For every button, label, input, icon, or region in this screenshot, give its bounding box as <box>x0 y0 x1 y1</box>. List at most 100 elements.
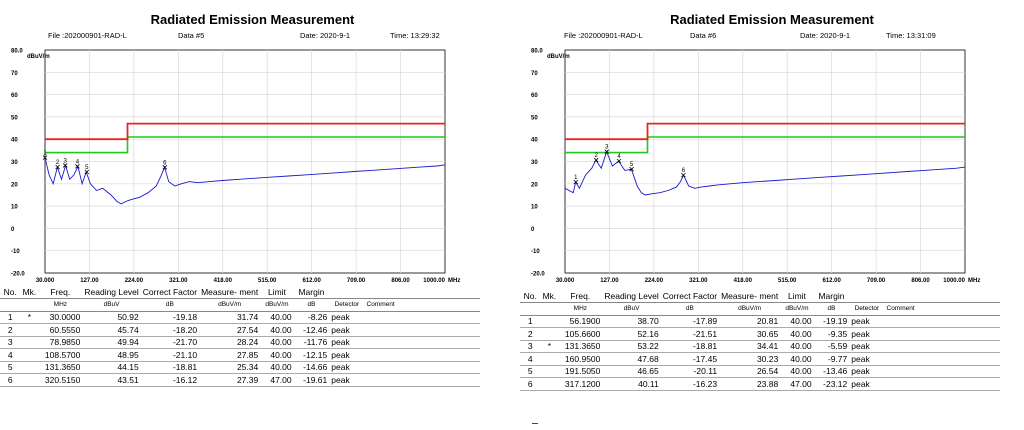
col-margin: Margin <box>298 286 325 297</box>
emission-trace <box>564 150 966 196</box>
unit-margin: dB <box>293 298 330 312</box>
unit-reading: dBuV <box>82 298 141 312</box>
peak-marker-label: 4 <box>76 159 80 165</box>
x-tick-label: 224.00 <box>125 278 144 284</box>
unit-limit: dBuV/m <box>780 302 814 316</box>
row-freq: 131.3650 <box>44 362 81 373</box>
x-tick-label: 321.00 <box>689 278 708 284</box>
x-tick-label: 1000.00 <box>943 278 965 284</box>
row-mark: * <box>547 341 552 352</box>
peak-marker <box>162 165 168 170</box>
peak-marker-label: 3 <box>64 158 68 164</box>
file-name: File :202000901-RAD-L <box>564 31 643 40</box>
y-tick-label: -20.0 <box>11 272 25 278</box>
row-freq: 191.5050 <box>564 366 601 377</box>
row-detector: peak <box>851 353 870 364</box>
row-reading: 46.65 <box>637 366 659 377</box>
row-mark <box>541 378 559 391</box>
row-correct: -20.11 <box>693 366 718 377</box>
row-reading: 38.70 <box>637 316 659 327</box>
row-no: 3 <box>7 337 13 348</box>
row-correct: -18.20 <box>172 324 198 335</box>
row-correct: -16.12 <box>172 374 198 385</box>
y-tick-label: 50 <box>531 115 538 121</box>
row-no: 4 <box>7 349 13 360</box>
row-no: 6 <box>7 374 13 385</box>
y-tick-label: 80.0 <box>11 49 23 55</box>
y-tick-label: 30 <box>11 160 18 166</box>
row-measurement: 23.88 <box>756 378 779 389</box>
col-mark: Mk. <box>542 290 557 301</box>
row-measurement: 25.34 <box>236 362 259 373</box>
row-comment <box>885 328 1001 341</box>
x-tick-label: 709.00 <box>867 278 886 284</box>
peak-marker <box>629 166 634 172</box>
unit-no <box>0 298 21 312</box>
row-comment <box>885 378 1001 391</box>
emission-chart: 80.0 70 60 50 40 30 20 10 0 -10 -20.0 30.000 127.00 2… <box>11 49 460 285</box>
row-limit: 40.00 <box>270 349 292 360</box>
peak-marker-label: 1 <box>43 151 47 157</box>
y-tick-label: 20 <box>531 182 538 188</box>
row-limit: 40.00 <box>270 362 292 373</box>
row-measurement: 30.23 <box>756 353 779 364</box>
col-limit: Limit <box>267 286 286 297</box>
row-no: 5 <box>7 362 13 373</box>
test-time: Time: 13:29:32 <box>390 31 440 40</box>
row-margin: -23.12 <box>823 378 848 389</box>
row-limit: 47.00 <box>790 378 812 389</box>
x-tick-label: 224.00 <box>645 278 664 284</box>
row-margin: -8.26 <box>307 312 328 323</box>
row-margin: -19.19 <box>823 316 848 327</box>
table-row: 5 191.5050 46.65 -20.11 26.54 40.00 -13.46 peak <box>520 365 1000 378</box>
row-comment <box>365 336 481 349</box>
unit-detector: Detector <box>329 298 365 312</box>
row-correct: -16.23 <box>692 378 718 389</box>
col-measurement: Measure- ment <box>721 290 779 301</box>
y-tick-label: 0 <box>531 227 535 233</box>
row-measurement: 20.81 <box>756 316 779 327</box>
row-limit: 47.00 <box>270 374 292 385</box>
row-limit: 40.00 <box>790 366 812 377</box>
table-units-row: MHz dBuV dB dBuV/m dBuV/m dB Detector Co… <box>0 298 480 312</box>
row-margin: -12.46 <box>303 324 328 335</box>
row-reading: 45.74 <box>117 324 139 335</box>
unit-measurement: dBuV/m <box>719 302 781 316</box>
row-no: 2 <box>527 328 533 339</box>
peak-marker <box>84 169 90 175</box>
row-freq: 78.9850 <box>49 337 81 348</box>
col-no: No. <box>3 286 17 297</box>
y-tick-label: 10 <box>11 205 18 211</box>
row-margin: -9.77 <box>827 353 848 364</box>
peak-marker-label: 5 <box>85 165 89 171</box>
row-freq: 60.5550 <box>49 324 81 335</box>
y-tick-label: 30 <box>531 160 538 166</box>
row-mark <box>541 365 559 378</box>
row-mark <box>541 315 559 328</box>
limit-line <box>565 122 965 141</box>
table-units-row: MHz dBuV dB dBuV/m dBuV/m dB Detector Co… <box>520 302 1000 316</box>
row-comment <box>885 353 1001 366</box>
report-data-6: Radiated Emission Measurement File :2020… <box>520 0 1024 430</box>
row-no: 1 <box>7 312 13 323</box>
col-margin: Margin <box>818 290 845 301</box>
measurement-table: No. Mk. Freq. Reading Level Correct Fact… <box>0 286 480 387</box>
row-mark <box>541 328 559 341</box>
row-mark <box>541 353 559 366</box>
col-freq: Freq. <box>570 290 591 301</box>
peak-marker <box>593 157 599 163</box>
row-no: 2 <box>7 324 13 335</box>
x-tick-label: 321.00 <box>169 278 188 284</box>
y-tick-label: -10 <box>531 249 540 255</box>
x-tick-label: 418.00 <box>734 278 753 284</box>
row-reading: 43.51 <box>117 374 139 385</box>
row-reading: 47.68 <box>637 353 659 364</box>
peak-marker <box>681 172 686 178</box>
row-freq: 30.0000 <box>49 312 81 323</box>
row-correct: -21.51 <box>692 328 718 339</box>
row-limit: 40.00 <box>790 316 812 327</box>
col-correct: Correct Factor <box>662 290 718 301</box>
limit-line <box>45 122 445 141</box>
peak-marker <box>42 155 48 160</box>
col-detector <box>849 290 884 303</box>
